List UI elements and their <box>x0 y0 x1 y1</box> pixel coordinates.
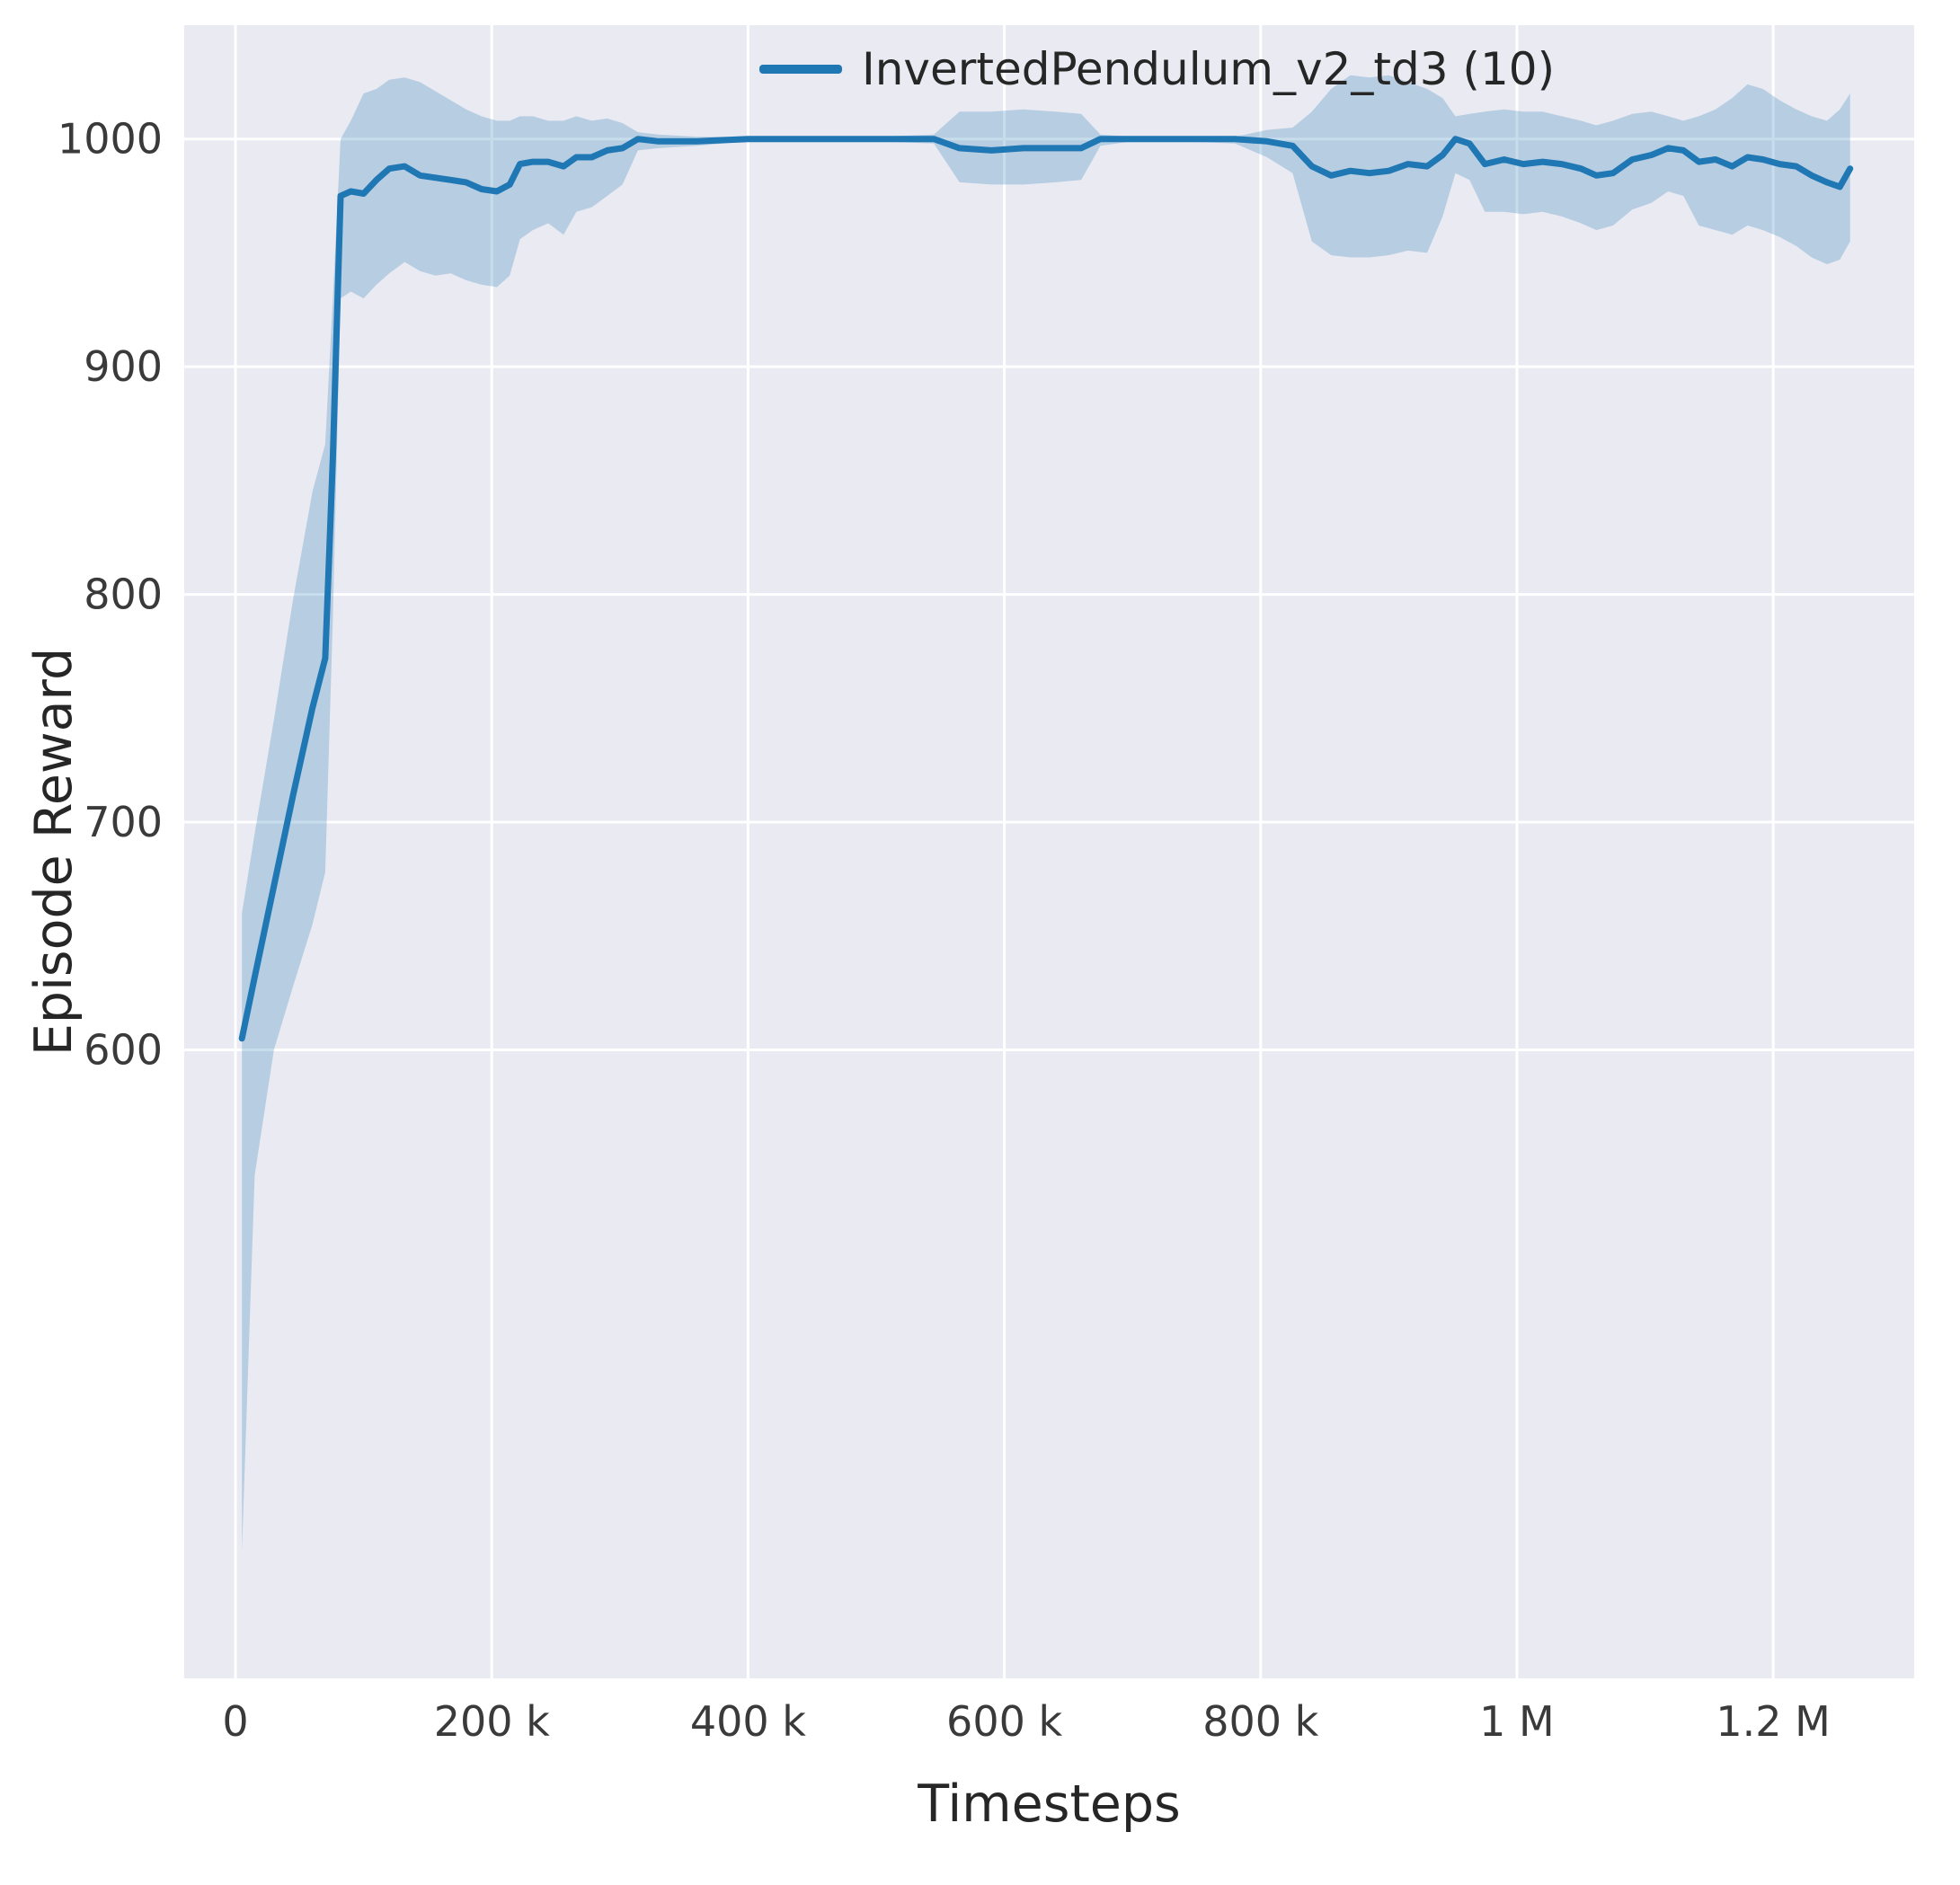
y-axis-label: Episode Reward <box>24 647 84 1057</box>
x-tick-label: 600 k <box>946 1697 1062 1746</box>
y-tick-label: 1000 <box>58 115 163 164</box>
x-tick-label: 400 k <box>690 1697 806 1746</box>
legend-line-swatch <box>759 65 842 74</box>
y-tick-label: 800 <box>84 571 163 619</box>
x-axis-label: Timesteps <box>918 1774 1181 1834</box>
x-tick-label: 0 <box>222 1697 248 1746</box>
legend: InvertedPendulum_v2_td3 (10) <box>759 43 1555 95</box>
legend-series-label: InvertedPendulum_v2_td3 (10) <box>862 43 1556 95</box>
y-tick-label: 900 <box>84 342 163 391</box>
x-tick-label: 1.2 M <box>1716 1697 1830 1746</box>
y-tick-label: 700 <box>84 798 163 846</box>
y-tick-label: 600 <box>84 1025 163 1074</box>
x-tick-label: 800 k <box>1202 1697 1318 1746</box>
confidence-band <box>242 75 1850 1552</box>
x-tick-label: 1 M <box>1479 1697 1555 1746</box>
x-tick-label: 200 k <box>434 1697 550 1746</box>
series-mean-line <box>238 136 1854 1042</box>
plot-area <box>184 25 1914 1678</box>
